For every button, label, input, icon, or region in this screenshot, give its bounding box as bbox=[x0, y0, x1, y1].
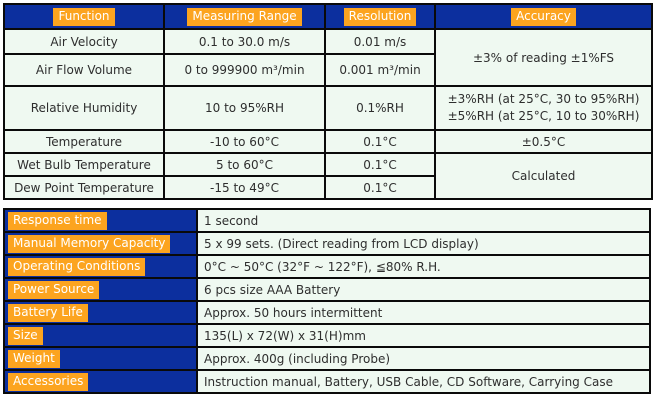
function-cell: Wet Bulb Temperature bbox=[3, 152, 165, 177]
info-label-cell: Manual Memory Capacity bbox=[3, 231, 198, 256]
header-function-label: Function bbox=[53, 7, 115, 26]
range-cell: -10 to 60°C bbox=[163, 129, 326, 154]
header-function: Function bbox=[3, 3, 165, 30]
spec-row-air-velocity: Air Velocity 0.1 to 30.0 m/s 0.01 m/s ±3… bbox=[3, 28, 653, 87]
spec-row-air-flow-volume: Air Flow Volume 0 to 999900 m³/min 0.001… bbox=[3, 53, 652, 87]
range-cell: -15 to 49°C bbox=[163, 175, 326, 200]
range-cell: 5 to 60°C bbox=[163, 152, 326, 177]
spec-row-wet-bulb: Wet Bulb Temperature 5 to 60°C 0.1°C Cal… bbox=[3, 152, 653, 200]
function-cell: Dew Point Temperature bbox=[3, 175, 165, 200]
info-row-accessories: Accessories Instruction manual, Battery,… bbox=[3, 369, 651, 394]
info-row-battery-life: Battery Life Approx. 50 hours intermitte… bbox=[3, 300, 651, 325]
accuracy-cell-humidity: ±3%RH (at 25°C, 30 to 95%RH) ±5%RH (at 2… bbox=[434, 85, 653, 131]
info-label-cell: Accessories bbox=[3, 369, 198, 394]
function-cell: Relative Humidity bbox=[3, 85, 165, 131]
spec-row-dew-point: Dew Point Temperature -15 to 49°C 0.1°C bbox=[3, 175, 652, 200]
general-spec-table: Response time 1 second Manual Memory Cap… bbox=[3, 208, 651, 394]
header-resolution-label: Resolution bbox=[343, 7, 417, 26]
info-row-memory-capacity: Manual Memory Capacity 5 x 99 sets. (Dir… bbox=[3, 231, 651, 256]
function-cell: Air Flow Volume bbox=[3, 53, 165, 87]
info-value: 1 second bbox=[196, 208, 651, 233]
resolution-cell: 0.001 m³/min bbox=[324, 53, 436, 87]
info-label-cell: Weight bbox=[3, 346, 198, 371]
info-value: 0°C ~ 50°C (32°F ~ 122°F), ≦80% R.H. bbox=[196, 254, 651, 279]
resolution-cell: 0.1%RH bbox=[324, 85, 436, 131]
range-cell: 0.1 to 30.0 m/s bbox=[163, 28, 326, 55]
info-label-cell: Operating Conditions bbox=[3, 254, 198, 279]
info-value: Approx. 400g (including Probe) bbox=[196, 346, 651, 371]
info-value: 5 x 99 sets. (Direct reading from LCD di… bbox=[196, 231, 651, 256]
info-row-power-source: Power Source 6 pcs size AAA Battery bbox=[3, 277, 651, 302]
info-value: 135(L) x 72(W) x 31(H)mm bbox=[196, 323, 651, 348]
spec-header-row: Function Measuring Range Resolution Accu… bbox=[3, 3, 653, 30]
info-label: Accessories bbox=[8, 372, 89, 391]
info-label-cell: Power Source bbox=[3, 277, 198, 302]
function-cell: Air Velocity bbox=[3, 28, 165, 55]
info-label: Battery Life bbox=[8, 303, 88, 322]
info-label: Response time bbox=[8, 211, 107, 230]
info-row-operating-conditions: Operating Conditions 0°C ~ 50°C (32°F ~ … bbox=[3, 254, 651, 279]
resolution-cell: 0.1°C bbox=[324, 175, 436, 200]
info-value: Approx. 50 hours intermittent bbox=[196, 300, 651, 325]
accuracy-humidity-line2: ±5%RH (at 25°C, 10 to 30%RH) bbox=[447, 109, 640, 123]
header-accuracy-label: Accuracy bbox=[511, 7, 576, 26]
info-label: Power Source bbox=[8, 280, 100, 299]
spec-row-temperature: Temperature -10 to 60°C 0.1°C ±0.5°C bbox=[3, 129, 653, 154]
accuracy-humidity-line1: ±3%RH (at 25°C, 30 to 95%RH) bbox=[447, 92, 640, 106]
accuracy-cell-calculated: Calculated bbox=[434, 152, 653, 200]
resolution-cell: 0.1°C bbox=[324, 129, 436, 154]
info-value: 6 pcs size AAA Battery bbox=[196, 277, 651, 302]
info-value: Instruction manual, Battery, USB Cable, … bbox=[196, 369, 651, 394]
header-resolution: Resolution bbox=[324, 3, 436, 30]
function-cell: Temperature bbox=[3, 129, 165, 154]
header-measuring-range-label: Measuring Range bbox=[187, 7, 302, 26]
measurement-spec-table: Function Measuring Range Resolution Accu… bbox=[3, 3, 653, 200]
info-row-response-time: Response time 1 second bbox=[3, 208, 651, 233]
resolution-cell: 0.1°C bbox=[324, 152, 436, 177]
info-label-cell: Battery Life bbox=[3, 300, 198, 325]
info-row-weight: Weight Approx. 400g (including Probe) bbox=[3, 346, 651, 371]
accuracy-cell-velocity-flow: ±3% of reading ±1%FS bbox=[434, 28, 653, 87]
info-label: Weight bbox=[8, 349, 60, 368]
info-label-cell: Size bbox=[3, 323, 198, 348]
info-row-size: Size 135(L) x 72(W) x 31(H)mm bbox=[3, 323, 651, 348]
range-cell: 0 to 999900 m³/min bbox=[163, 53, 326, 87]
resolution-cell: 0.01 m/s bbox=[324, 28, 436, 55]
spec-row-relative-humidity: Relative Humidity 10 to 95%RH 0.1%RH ±3%… bbox=[3, 85, 653, 131]
info-label: Operating Conditions bbox=[8, 257, 146, 276]
header-accuracy: Accuracy bbox=[434, 3, 653, 30]
header-measuring-range: Measuring Range bbox=[163, 3, 326, 30]
table-gap bbox=[3, 200, 651, 208]
info-label-cell: Response time bbox=[3, 208, 198, 233]
info-label: Size bbox=[8, 326, 43, 345]
range-cell: 10 to 95%RH bbox=[163, 85, 326, 131]
accuracy-cell-temperature: ±0.5°C bbox=[434, 129, 653, 154]
info-label: Manual Memory Capacity bbox=[8, 234, 171, 253]
